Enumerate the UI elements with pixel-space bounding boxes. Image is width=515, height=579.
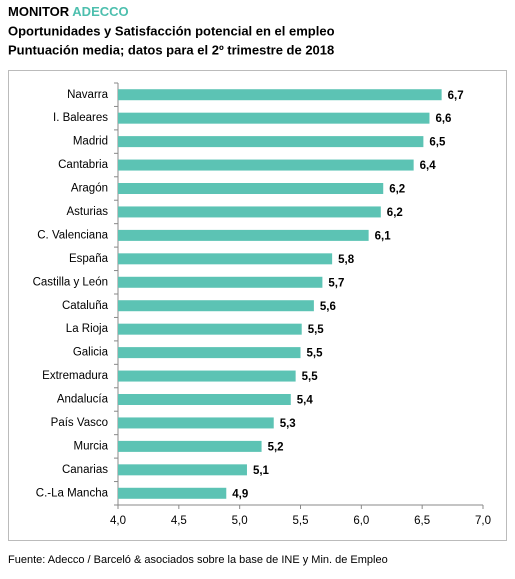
bar [118,464,247,476]
y-tick-label: País Vasco [51,417,108,429]
bar [118,159,414,171]
x-tick-label: 6,5 [414,515,430,527]
y-tick-label: Navarra [67,89,109,101]
value-label: 5,5 [307,348,324,360]
bar [118,394,291,405]
y-tick-label: Galicia [73,347,109,359]
bar [118,253,333,265]
value-label: 5,7 [328,277,344,289]
value-label: 5,5 [302,371,319,383]
y-tick-label: Asturias [66,206,108,218]
bar [118,276,323,288]
y-tick-label: Andalucía [57,394,109,406]
y-tick-label: I. Baleares [53,112,108,124]
x-tick-label: 4,0 [110,515,126,527]
value-label: 6,1 [375,230,392,242]
bar [118,136,424,148]
value-label: 5,2 [268,441,284,453]
bar [118,487,227,499]
x-tick-label: 7,0 [475,515,491,527]
title-highlight: ADECCO [72,4,128,19]
value-label: 6,7 [448,90,464,102]
y-tick-label: Cataluña [62,300,109,312]
subtitle: Puntuación media; datos para el 2º trime… [8,42,334,57]
y-tick-label: Canarias [62,464,108,476]
bar [118,229,369,241]
bar [118,417,274,429]
y-tick-label: Castilla y León [33,276,108,288]
bar [118,323,302,335]
bar [118,440,262,452]
bar [118,112,430,124]
chart-title: MONITOR ADECCO [8,4,129,19]
y-tick-label: Extremadura [42,370,108,382]
value-label: 6,5 [429,137,446,149]
subtitle: Oportunidades y Satisfacción potencial e… [8,23,335,38]
value-label: 5,4 [297,395,314,407]
y-tick-label: C.-La Mancha [36,487,109,499]
value-label: 6,2 [387,207,403,219]
title-main: MONITOR [8,4,70,19]
y-tick-label: C. Valenciana [37,229,108,241]
bar [118,89,442,101]
y-tick-label: La Rioja [66,323,109,335]
value-label: 5,5 [308,324,325,336]
chart-frame [8,70,507,541]
bar [118,206,381,218]
y-tick-label: Murcia [73,440,108,452]
value-label: 5,3 [280,418,296,430]
value-label: 4,9 [232,488,248,500]
bar [118,183,384,194]
y-tick-label: Aragón [71,183,108,195]
x-tick-label: 5,0 [232,515,248,527]
bar [118,370,296,382]
value-label: 5,6 [320,301,336,313]
value-label: 5,8 [338,254,355,266]
bar [118,347,301,359]
x-tick-label: 6,0 [353,515,369,527]
value-label: 6,6 [435,113,451,125]
y-tick-label: Madrid [73,136,108,148]
source: Fuente: Adecco / Barceló & asociados sob… [8,554,388,566]
value-label: 6,4 [420,160,437,172]
bar [118,300,314,312]
y-tick-label: España [69,253,109,265]
y-tick-label: Cantabria [58,159,108,171]
x-tick-label: 5,5 [293,515,309,527]
value-label: 5,1 [253,465,270,477]
value-label: 6,2 [389,184,405,196]
x-tick-label: 4,5 [171,515,187,527]
